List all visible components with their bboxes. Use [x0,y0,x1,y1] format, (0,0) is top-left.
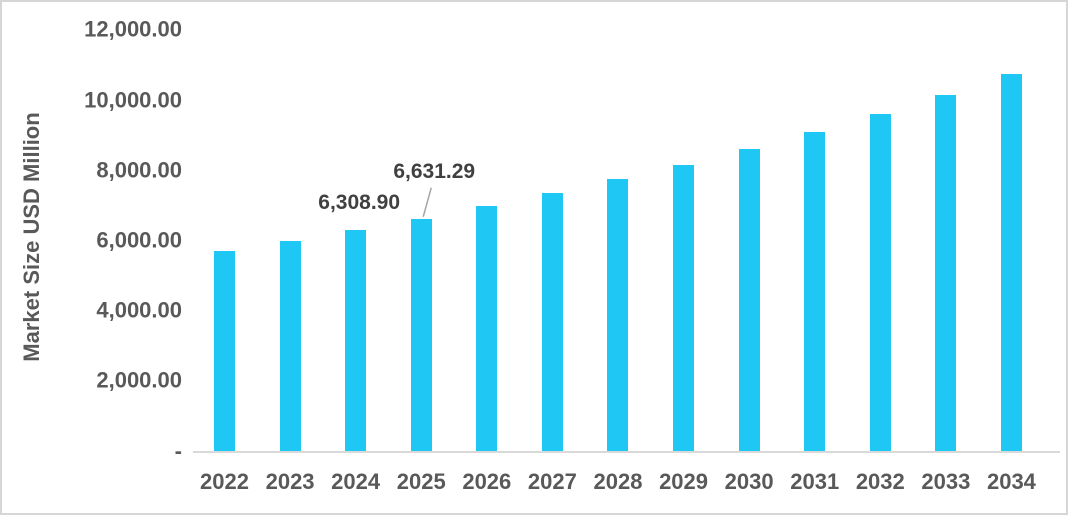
y-axis-title: Market Size USD Million [19,112,44,362]
bar-2034 [1000,73,1022,452]
bar-2031 [804,132,826,452]
bar-2027 [541,193,563,452]
x-tick-label-2032: 2032 [855,469,905,494]
bar-2030 [738,148,760,452]
y-tick-label: 6,000.00 [96,227,182,253]
x-tick-label-2025: 2025 [396,469,446,494]
x-tick-label-2024: 2024 [331,469,381,494]
data-label-2025: 6,631.29 [393,159,476,183]
x-tick-label-2031: 2031 [790,469,840,494]
bar-2032 [869,113,891,452]
x-tick-label-2023: 2023 [265,469,315,494]
x-axis-line [193,450,1060,453]
x-tick-label-2026: 2026 [462,469,512,494]
x-tick-label-2029: 2029 [659,469,709,494]
x-tick-label-2030: 2030 [724,469,774,494]
bar-2033 [935,94,957,452]
bar-2024 [345,230,367,452]
x-tick-label-2022: 2022 [200,469,249,494]
x-tick-label-2028: 2028 [593,469,643,494]
y-tick-label: 12,000.00 [84,16,182,42]
y-tick-label: 10,000.00 [84,86,182,112]
bar-2022 [214,251,235,452]
bar-2026 [476,205,498,452]
x-tick-label-2034: 2034 [986,469,1036,494]
x-tick-label-2027: 2027 [527,469,577,494]
x-tick-label-2033: 2033 [921,469,971,494]
data-label-2024: 6,308.90 [318,191,401,215]
bar-2029 [673,164,695,452]
y-tick-label: - [174,437,182,463]
bar-2023 [279,240,301,452]
y-tick-label: 8,000.00 [96,157,182,183]
bar-2025 [410,218,432,452]
y-tick-label: 4,000.00 [96,297,182,323]
bar-2028 [607,179,629,452]
y-tick-label: 2,000.00 [96,367,182,393]
leader-line [422,187,432,217]
